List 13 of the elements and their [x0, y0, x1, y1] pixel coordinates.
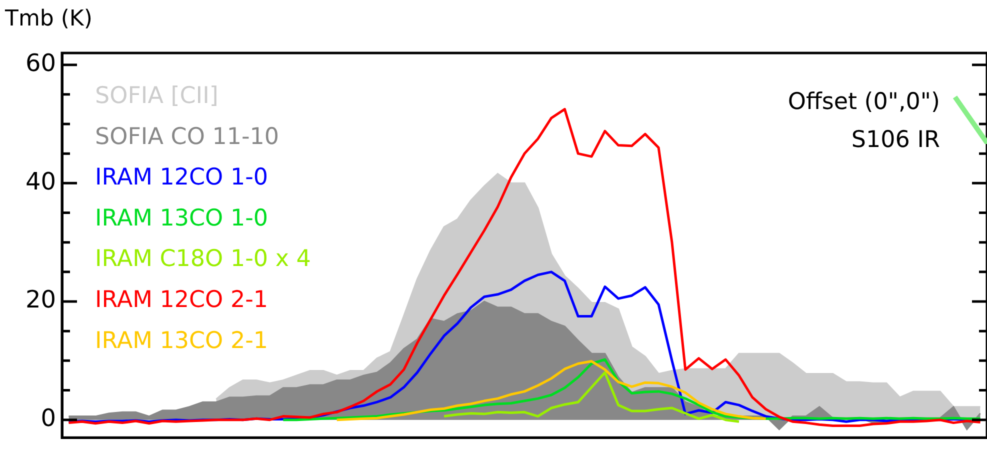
y-tick-label: 20 [25, 286, 56, 314]
text: IRAM 12CO 2-1 [95, 286, 268, 313]
text: IRAM 12CO 1-0 [95, 164, 268, 191]
y-tick-label: 0 [40, 404, 56, 432]
text: IRAM 13CO 2-1 [95, 328, 268, 354]
y-axis-title: Tmb (K) [4, 6, 92, 32]
annotation: S106 IR [851, 126, 940, 153]
annotation: Offset (0",0") [788, 88, 940, 115]
text: IRAM 13CO 1-0 [95, 205, 268, 232]
y-tick-label: 40 [25, 167, 56, 196]
y-tick-label: 60 [25, 49, 56, 78]
text: IRAM C18O 1-0 x 4 [95, 246, 311, 272]
text: SOFIA CO 11-10 [95, 124, 280, 150]
